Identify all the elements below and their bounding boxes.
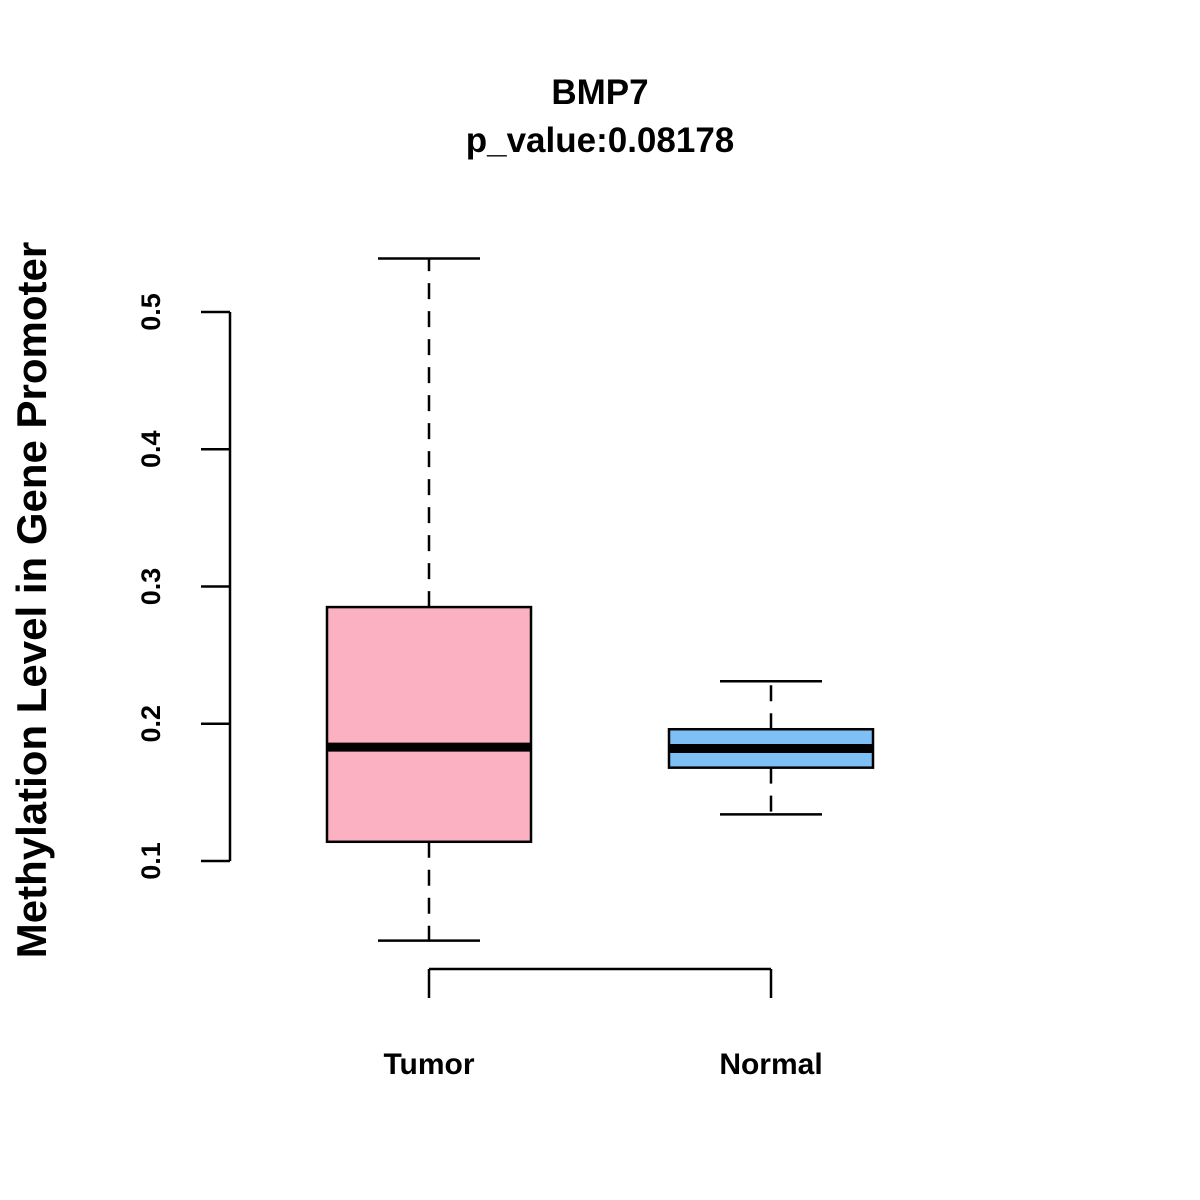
- boxes: [325, 257, 875, 942]
- y-tick-label: 0.1: [136, 842, 166, 880]
- y-tick-label: 0.5: [136, 293, 166, 331]
- y-tick-label: 0.4: [136, 430, 166, 468]
- x-tick-label-normal: Normal: [719, 1048, 822, 1081]
- y-tick-label: 0.3: [136, 568, 166, 606]
- box-normal: [667, 679, 875, 816]
- x-axis: Tumor Normal: [383, 967, 823, 1081]
- y-tick-label: 0.2: [136, 705, 166, 743]
- x-tick-label-tumor: Tumor: [383, 1048, 474, 1081]
- y-axis: 0.1 0.2 0.3 0.4 0.5: [136, 293, 232, 880]
- box-tumor: [325, 257, 533, 942]
- chart-title: BMP7: [551, 73, 648, 112]
- y-axis-label: Methylation Level in Gene Promoter: [8, 242, 55, 958]
- chart-subtitle: p_value:0.08178: [466, 121, 735, 160]
- box-body: [325, 605, 533, 844]
